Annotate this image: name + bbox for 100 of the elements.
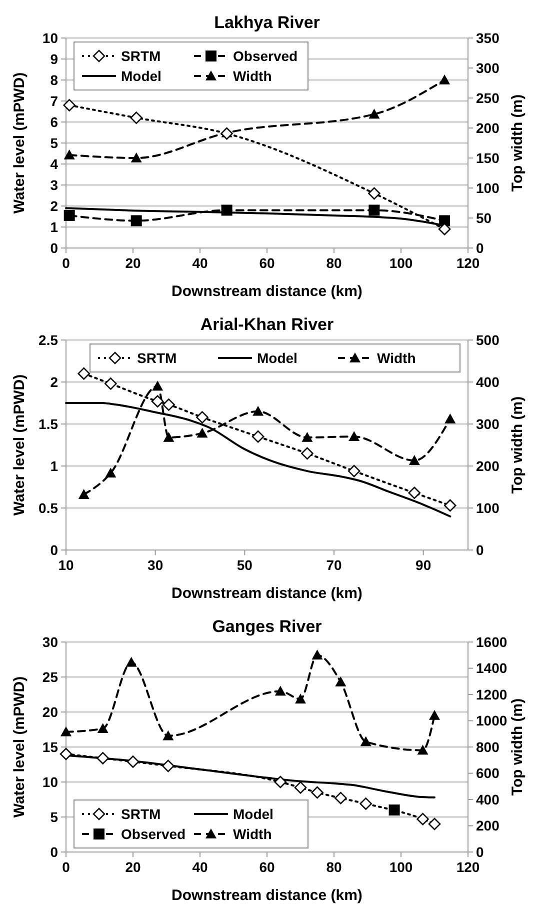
y-tick-label: 7 xyxy=(50,92,58,109)
legend-label: Model xyxy=(233,806,274,822)
x-tick-label: 0 xyxy=(62,255,70,271)
x-tick-label: 40 xyxy=(192,859,208,875)
y2-tick-label: 300 xyxy=(476,416,500,432)
y-tick-label: 0.5 xyxy=(38,500,58,516)
x-tick-label: 90 xyxy=(416,557,432,573)
y-tick-label: 0 xyxy=(50,542,58,558)
y2-tick-label: 0 xyxy=(476,844,484,860)
y-tick-label: 8 xyxy=(50,72,58,88)
point xyxy=(348,431,360,441)
y2-tick-label: 150 xyxy=(476,150,500,166)
point xyxy=(64,150,75,160)
legend-label: Model xyxy=(257,350,298,366)
legend-label: Model xyxy=(121,68,162,84)
y2-tick-label: 0 xyxy=(476,240,484,256)
point xyxy=(152,380,164,391)
x-tick-label: 80 xyxy=(326,255,342,271)
point xyxy=(104,378,117,390)
point xyxy=(162,398,175,411)
y-tick-label: 0 xyxy=(50,844,58,860)
point xyxy=(196,428,208,438)
point xyxy=(360,798,372,810)
y-tick-label: 25 xyxy=(42,668,58,685)
point xyxy=(162,730,174,740)
y2-axis-title: Top width (m) xyxy=(509,94,526,192)
y-tick-label: 9 xyxy=(50,50,58,67)
y2-tick-label: 400 xyxy=(476,791,500,808)
point xyxy=(439,74,450,84)
y2-tick-label: 200 xyxy=(476,120,500,136)
y2-tick-label: 100 xyxy=(476,500,500,516)
point xyxy=(301,447,314,460)
y-axis-title: Water level (mPWD) xyxy=(11,676,28,818)
x-tick-label: 20 xyxy=(125,859,141,875)
point xyxy=(163,432,174,442)
point xyxy=(162,760,174,772)
y2-tick-label: 800 xyxy=(476,738,500,755)
point xyxy=(196,411,208,424)
legend-label: Observed xyxy=(121,826,186,842)
y2-tick-label: 1600 xyxy=(476,634,508,650)
y-tick-label: 2.5 xyxy=(38,332,58,348)
point xyxy=(130,112,142,124)
point xyxy=(302,432,313,442)
legend-label: Width xyxy=(233,68,272,84)
point xyxy=(348,464,360,478)
y-tick-label: 3 xyxy=(50,176,58,193)
y2-tick-label: 300 xyxy=(476,60,500,76)
legend-label: Width xyxy=(233,826,272,842)
point xyxy=(295,694,306,704)
point xyxy=(126,756,140,768)
y-tick-label: 5 xyxy=(50,808,58,825)
y-tick-label: 10 xyxy=(42,774,58,790)
y2-tick-label: 0 xyxy=(476,542,484,558)
point xyxy=(368,187,380,200)
x-tick-label: 40 xyxy=(192,255,208,271)
point xyxy=(220,127,233,140)
point xyxy=(126,656,137,667)
point xyxy=(444,413,456,424)
x-tick-label: 60 xyxy=(259,859,275,875)
y2-axis-title: Top width (m) xyxy=(509,698,526,796)
y-tick-label: 1 xyxy=(50,458,58,474)
point xyxy=(274,686,286,696)
point xyxy=(439,215,450,226)
y-tick-label: 20 xyxy=(42,704,58,720)
point xyxy=(130,215,142,226)
x-tick-label: 50 xyxy=(236,557,253,573)
point xyxy=(78,489,90,499)
y2-tick-label: 500 xyxy=(476,332,500,348)
legend-label: SRTM xyxy=(121,806,161,822)
point xyxy=(368,108,380,119)
y2-tick-label: 250 xyxy=(476,90,500,106)
x-axis-title: Downstream distance (km) xyxy=(172,585,362,602)
y-tick-label: 2 xyxy=(50,374,58,390)
x-tick-label: 80 xyxy=(326,859,342,875)
y2-tick-label: 400 xyxy=(476,374,500,390)
y-tick-label: 1.5 xyxy=(38,416,58,432)
point xyxy=(417,744,428,755)
x-axis-title: Downstream distance (km) xyxy=(172,283,362,300)
y-tick-label: 6 xyxy=(50,114,58,130)
y2-tick-label: 600 xyxy=(476,765,500,782)
point xyxy=(130,152,142,162)
point xyxy=(416,812,429,826)
point xyxy=(151,395,164,408)
point xyxy=(294,781,307,794)
point xyxy=(96,752,109,764)
legend-label: SRTM xyxy=(137,350,177,366)
point xyxy=(105,468,116,478)
point xyxy=(63,99,76,112)
x-tick-label: 0 xyxy=(62,859,70,875)
point xyxy=(408,486,421,500)
y2-axis-title: Top width (m) xyxy=(509,396,526,494)
y-tick-label: 4 xyxy=(50,156,58,172)
y2-tick-label: 100 xyxy=(476,180,500,196)
point xyxy=(360,736,372,746)
x-tick-label: 120 xyxy=(456,255,480,271)
point xyxy=(274,776,287,788)
y2-tick-label: 1200 xyxy=(476,686,508,702)
point xyxy=(78,367,90,380)
y-tick-label: 30 xyxy=(42,634,58,650)
point xyxy=(64,210,75,221)
